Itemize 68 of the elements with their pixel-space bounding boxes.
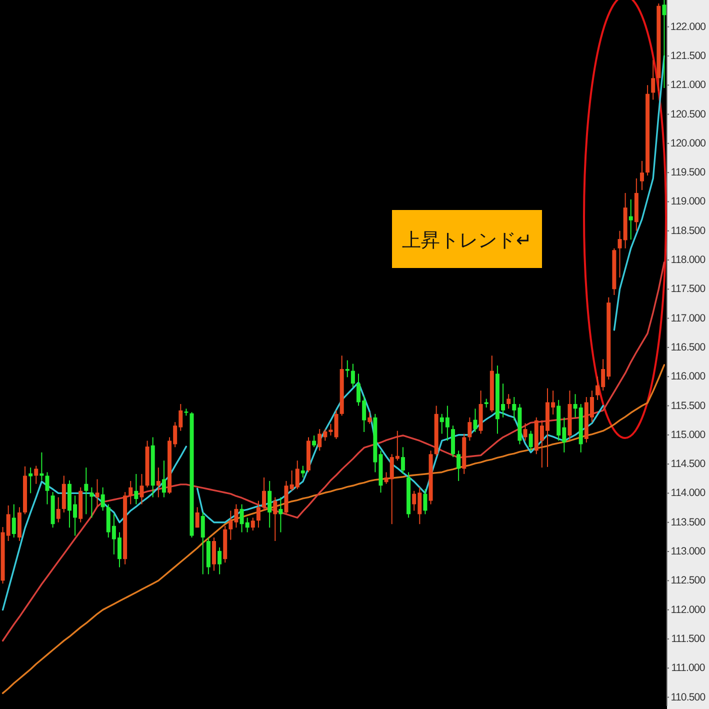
annotation: 上昇トレンド↵ [402,230,532,252]
candlestick [506,394,511,410]
y-tick-label: 114.000 [670,487,706,500]
candlestick [156,467,160,498]
candlestick [268,480,272,528]
y-tick-label: 120.000 [670,137,706,150]
y-tick-label: 122.000 [670,20,706,33]
candlestick [523,422,528,442]
candlestick [651,60,656,100]
y-tick-label: 117.500 [670,283,706,296]
y-tick-label: 116.000 [670,370,706,383]
candlestick [95,478,100,508]
candlestick [278,496,283,533]
y-tick-label: 111.500 [671,632,706,645]
candlestick [312,434,316,448]
candlestick [212,537,216,572]
candlestick [400,446,405,474]
y-tick-label: 119.000 [670,196,706,208]
candlestick [45,472,50,505]
y-tick-label: 115.000 [670,428,706,441]
candlestick [162,460,166,498]
y-tick-label: 114.500 [670,458,706,470]
candlestick [100,486,105,512]
candlestick [350,363,355,388]
candlestick [195,506,200,528]
y-tick-label: 121.000 [670,79,706,92]
candlestick [200,512,205,575]
candlestick [456,450,461,482]
line-series [2,364,666,694]
line-series [2,262,666,642]
candlestick [345,360,350,378]
y-tick-label: 121.500 [670,50,706,62]
candlestick [334,410,338,440]
candlestick [300,465,305,478]
candlestick [84,467,88,515]
candlestick [262,476,266,512]
candlestick [423,488,428,515]
candlestick [90,486,94,518]
candlestick [56,496,60,523]
y-tick-label: 115.500 [670,400,706,412]
y-tick-label: 110.500 [670,691,706,704]
y-tick-label: 113.000 [670,546,706,558]
candlestick [250,517,255,532]
y-tick-label: 111.000 [671,662,706,674]
candlestick [368,412,372,424]
candlestick [273,496,278,542]
candlestick [473,408,478,432]
y-tick-label: 116.500 [670,341,706,354]
y-tick-label: 113.500 [670,516,706,528]
y-tick-label: 119.500 [670,166,706,179]
y-tick-label: 118.000 [670,254,706,266]
candlestick [628,198,633,240]
candlestick [134,473,138,505]
y-tick-label: 112.500 [670,574,706,587]
candlestick [640,160,644,191]
y-tick-label: 120.500 [670,108,706,120]
candlestick [528,430,533,452]
candlestick [218,546,222,575]
candlestick [468,416,472,442]
y-tick-label: 112.000 [670,604,706,616]
y-tick-label: 118.500 [670,224,706,237]
candlestick [128,480,133,505]
candlestick [34,465,38,484]
candlestick [12,504,16,538]
candlestick [140,473,144,505]
candlestick [256,500,260,528]
y-tick-label: 117.000 [670,312,706,324]
candlestick [28,467,33,494]
